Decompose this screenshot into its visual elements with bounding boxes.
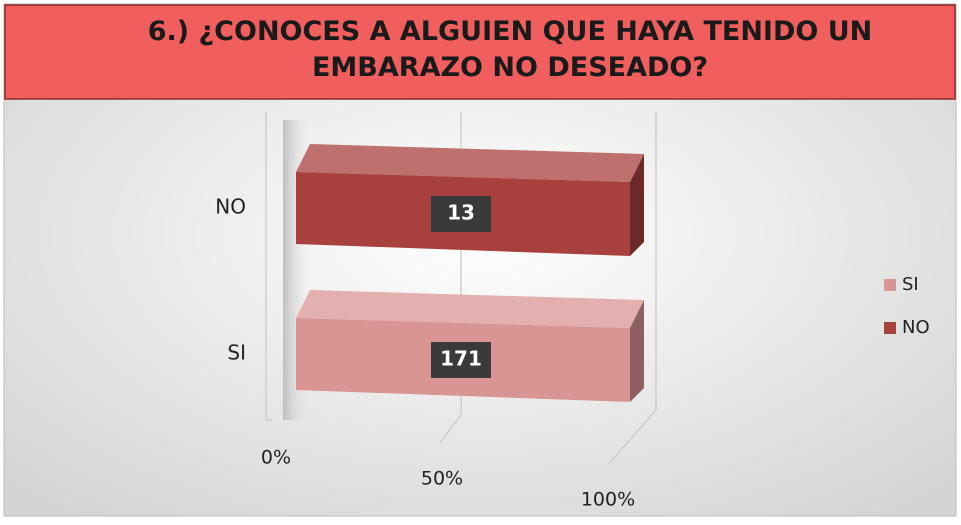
y-tick-label: SI: [227, 341, 246, 365]
legend-swatch: [884, 322, 896, 334]
title-box: [4, 4, 956, 100]
legend-label: SI: [902, 274, 919, 295]
title-wrap: 6.) ¿CONOCES A ALGUIEN QUE HAYA TENIDO U…: [147, 16, 873, 83]
legend-label: NO: [902, 317, 930, 338]
bar-top: [296, 144, 644, 182]
legend-swatch: [884, 279, 896, 291]
grid-line: [607, 112, 657, 466]
value-label: 171: [440, 347, 482, 371]
value-label-box: [431, 342, 491, 378]
bar-side: [630, 300, 644, 402]
y-tick-label: NO: [215, 195, 246, 219]
value-label: 13: [447, 201, 475, 225]
bar-top: [296, 290, 644, 328]
x-tick-label: 50%: [421, 468, 463, 490]
value-label-box: [431, 196, 491, 232]
chart-title: 6.) ¿CONOCES A ALGUIEN QUE HAYA TENIDO U…: [147, 16, 873, 83]
x-tick-label: 100%: [581, 489, 635, 511]
bar-side: [630, 154, 644, 256]
grid-line: [265, 112, 272, 421]
x-tick-label: 0%: [261, 447, 291, 469]
